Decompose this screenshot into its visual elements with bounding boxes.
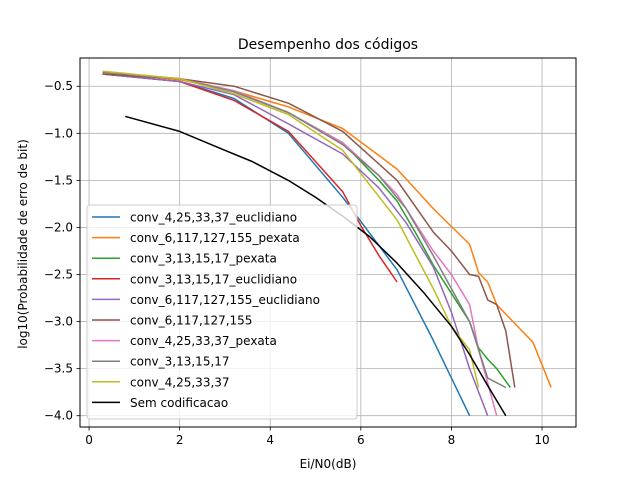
series-line-4 [102,73,398,283]
series-line-6 [102,73,516,388]
legend-label: conv_3,13,15,17_euclidiano [130,272,297,286]
x-tick-label: 2 [176,433,184,447]
x-tick-label: 8 [448,433,456,447]
series-line-7 [102,71,498,416]
legend-label: Sem codificacao [130,396,228,410]
y-tick-label: −1.5 [44,173,73,187]
legend-label: conv_3,13,15,17 [130,355,230,369]
series-line-5 [102,73,489,416]
legend: conv_4,25,33,37_euclidiano conv_6,117,127… [86,204,358,420]
x-tick-label: 10 [534,433,549,447]
axes-frame [79,57,577,428]
legend-label: conv_4,25,33,37 [130,375,230,389]
series-line-9 [102,70,480,388]
y-tick-label: −2.5 [44,268,73,282]
ticks: 0 2 4 6 8 10 −4.0 −3.5 −3.0 −2.5 −2.0 −1.5 −1.0 −0.5 [44,79,550,447]
x-axis-label: Ei/N0(dB) [300,457,357,471]
y-tick-label: −2.0 [44,220,73,234]
x-tick-label: 6 [357,433,365,447]
legend-box [86,204,358,420]
x-tick-label: 0 [85,433,93,447]
legend-label: conv_4,25,33,37_pexata [130,334,277,348]
legend-label: conv_6,117,127,155_euclidiano [130,293,320,307]
legend-label: conv_6,117,127,155 [130,314,252,328]
series-line-8 [102,71,507,389]
legend-label: conv_6,117,127,155_pexata [130,231,300,245]
y-tick-label: −0.5 [44,79,73,93]
series-layer [102,70,552,417]
y-tick-label: −1.0 [44,126,73,140]
y-tick-label: −3.5 [44,362,73,376]
y-tick-label: −3.0 [44,315,73,329]
series-line-2 [102,71,552,388]
y-tick-label: −4.0 [44,409,73,423]
legend-label: conv_4,25,33,37_euclidiano [130,211,297,225]
legend-label: conv_3,13,15,17_pexata [130,252,277,266]
chart-title: Desempenho dos códigos [238,37,418,53]
y-axis-label: log10(Probabilidade de erro de bit) [16,139,30,349]
x-tick-label: 4 [266,433,274,447]
